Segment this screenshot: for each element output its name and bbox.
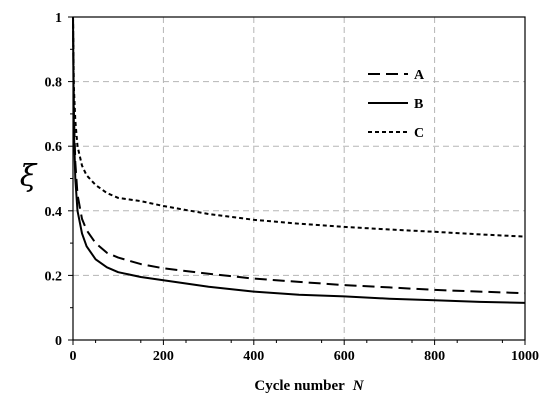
legend-label-a: A (414, 68, 425, 83)
x-tick-label: 400 (243, 349, 264, 364)
x-axis-label-text: Cycle number (254, 378, 345, 394)
x-tick-label: 1000 (511, 349, 539, 364)
y-tick-label: 1 (55, 11, 62, 26)
y-tick-label: 0 (55, 334, 62, 349)
x-tick-label: 800 (424, 349, 445, 364)
series-line-c (72, 16, 526, 238)
series-layer (72, 16, 526, 304)
x-axis-label-variable: N (352, 378, 365, 394)
y-tick-label: 0.4 (45, 205, 63, 220)
legend-label-c: C (414, 126, 424, 141)
y-axis-label: ξ (20, 159, 38, 194)
x-tick-label: 0 (70, 349, 77, 364)
y-tick-label: 0.2 (45, 269, 63, 284)
gridlines (73, 17, 525, 340)
y-tick-labels: 0 0.2 0.4 0.6 0.8 1 (45, 11, 63, 349)
tick-marks (68, 16, 526, 345)
y-tick-label: 0.8 (45, 76, 63, 91)
y-tick-label: 0.6 (45, 140, 63, 155)
x-tick-labels: 0 200 400 600 800 1000 (70, 349, 540, 364)
x-tick-label: 600 (334, 349, 355, 364)
legend-label-b: B (414, 97, 423, 112)
series-line-a (72, 16, 526, 295)
x-axis-label: Cycle number N (254, 378, 364, 394)
x-tick-label: 200 (153, 349, 174, 364)
legend: ABC (368, 68, 425, 141)
series-line-b (72, 16, 526, 304)
